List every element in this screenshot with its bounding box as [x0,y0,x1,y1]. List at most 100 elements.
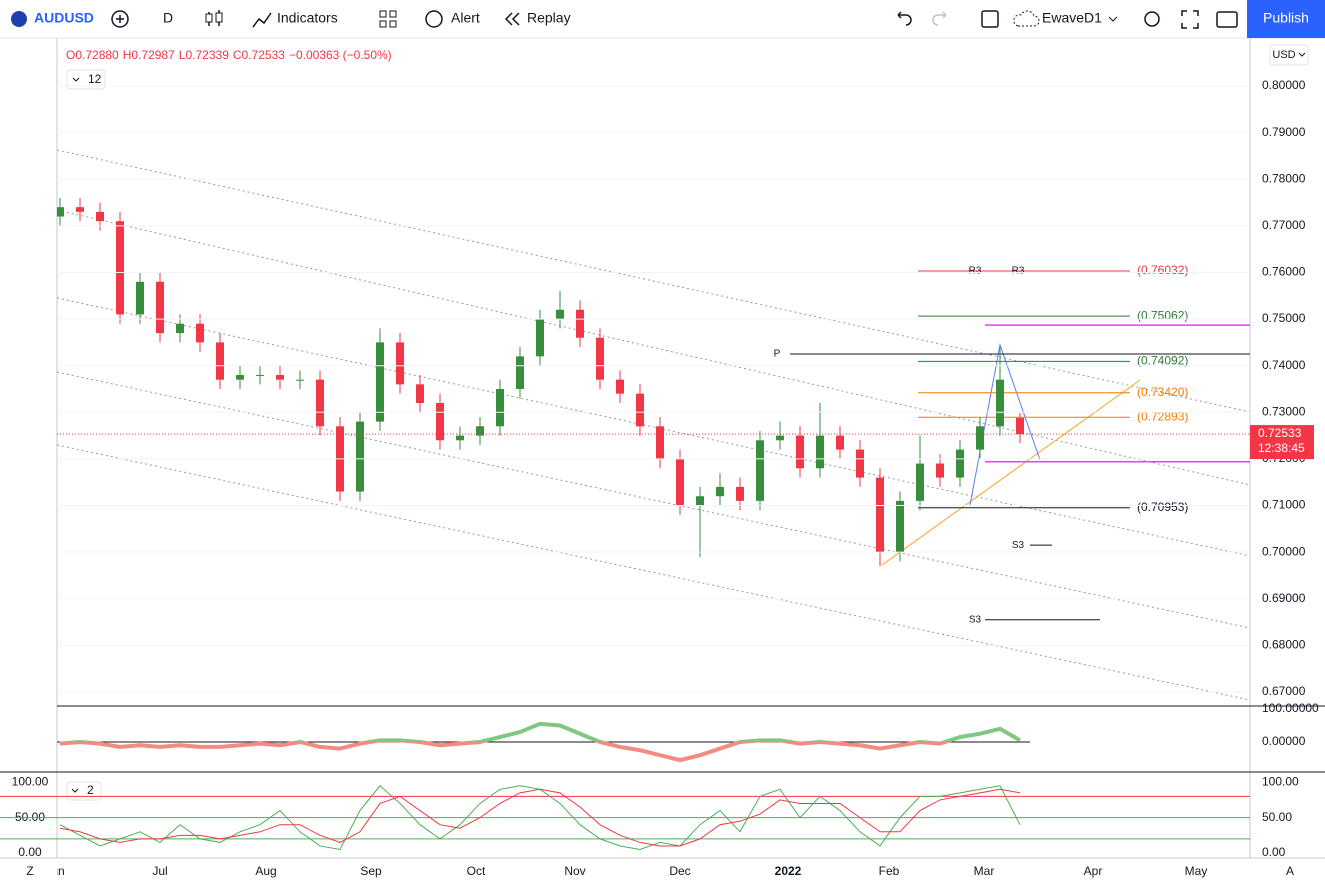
candle-body [236,375,244,380]
replay-button[interactable]: Replay [527,10,571,26]
pivot-label: (0.70953) [1137,500,1188,514]
price-tick-label: 0.70000 [1262,544,1306,558]
o-key: O [66,48,75,62]
time-label: Apr [1084,864,1103,878]
time-label: Jun [45,864,64,878]
candle-body [76,207,84,212]
replay-icon [504,12,520,26]
candle-body [676,458,684,506]
collapse-button[interactable] [66,69,106,90]
time-label: Aug [255,864,276,878]
candle-body [896,500,904,553]
candle-body [416,384,424,403]
add-symbol[interactable] [111,10,129,28]
currency-button[interactable] [1269,44,1309,66]
layout-name[interactable]: EwaveD1 [1042,10,1102,26]
time-label: Nov [564,864,585,878]
alert-icon [425,10,443,28]
candle-icon-body [205,13,213,23]
currency[interactable]: USD [1272,49,1295,61]
pivot-label: (0.76032) [1137,263,1188,277]
time-label: Oct [467,864,486,878]
price-tick-label: 0.75000 [1262,311,1306,325]
candle-body [356,421,364,492]
fullscreen-toggle[interactable] [981,10,999,28]
cloud-icon [1013,10,1040,27]
candle-body [956,449,964,478]
alert-button[interactable]: Alert [451,10,480,26]
candle-body [996,379,1004,427]
candle-body [456,435,464,441]
candle-body [716,486,724,497]
candle-body [836,435,844,450]
osc-line [59,741,1020,763]
candle-body [796,435,804,469]
layout-menu[interactable] [1108,16,1118,22]
pivot-label: (0.72893) [1137,409,1188,423]
h-key: H [123,48,132,62]
channel-line [57,149,1250,413]
price-tick-label: 0.67000 [1262,684,1306,698]
l-key: L [179,48,186,62]
l-value: 0.72339 [185,48,229,62]
o-value: 0.72880 [75,48,119,62]
templates-icon[interactable] [379,10,397,28]
candle-body [296,379,304,381]
fullscreen[interactable] [1181,10,1199,29]
candle-body [116,221,124,315]
settings[interactable] [1144,11,1160,27]
candle-body [476,426,484,436]
interval[interactable]: D [163,10,173,26]
right-button[interactable]: A [1286,864,1294,878]
stoch-tick-label: 100.00 [1262,774,1299,788]
candle-body [57,207,64,217]
candle-body [596,337,604,380]
candle-body [396,342,404,385]
indicator-count[interactable]: 2 [87,783,94,797]
ohlc-text: O0.72880 H0.72987 L0.72339 C0.72533 −0.00363… [66,48,392,62]
undo[interactable] [897,11,912,26]
time-label: May [1185,864,1208,878]
stoch-line [59,788,1021,847]
candle-body [636,393,644,427]
candle-body [916,463,924,501]
stoch-tick-label-left: 0.00 [18,845,42,859]
candle-body [276,375,284,380]
countdown: 12:38:45 [1258,441,1305,455]
toolbar-bg [0,0,1325,38]
trend-line [881,379,1141,566]
candle-body [196,323,204,343]
toolbar: AUDUSD D Indicators Alert Replay EwaveD1… [0,0,1325,39]
pivot-marker-label: P [774,349,781,360]
symbol-flag[interactable] [11,11,27,27]
indicators-icon [252,12,272,28]
redo[interactable] [932,11,947,26]
price-tick-label: 0.74000 [1262,358,1306,372]
publish-button[interactable]: Publish [1263,10,1309,26]
candle-body [656,426,664,459]
candle-icon-body [215,12,223,23]
channel-line [57,297,1250,557]
symbol[interactable]: AUDUSD [34,10,94,26]
time-label: Dec [669,864,690,878]
candle-body [556,309,564,320]
pivot-label: (0.73420) [1137,385,1188,399]
change: −0.00363 (−0.50%) [289,48,392,62]
price-tick-label: 0.71000 [1262,498,1306,512]
stoch-tick-label-left: 100.00 [12,774,49,788]
publish-bg[interactable] [1247,0,1325,38]
pivot-label: (0.74092) [1137,354,1188,368]
left-button[interactable]: Z [26,864,33,878]
drawings [57,149,1250,701]
indicator-count[interactable]: 12 [88,72,102,86]
candle-body [516,356,524,389]
indicators-button[interactable]: Indicators [277,10,338,26]
snapshot[interactable] [1216,11,1238,28]
price-tick-label: 0.78000 [1262,171,1306,185]
price-tick-label: 0.77000 [1262,218,1306,232]
candle-body [696,496,704,506]
collapse-button[interactable] [66,781,102,801]
time-label: Jul [152,864,167,878]
price-tick-label: 0.80000 [1262,78,1306,92]
